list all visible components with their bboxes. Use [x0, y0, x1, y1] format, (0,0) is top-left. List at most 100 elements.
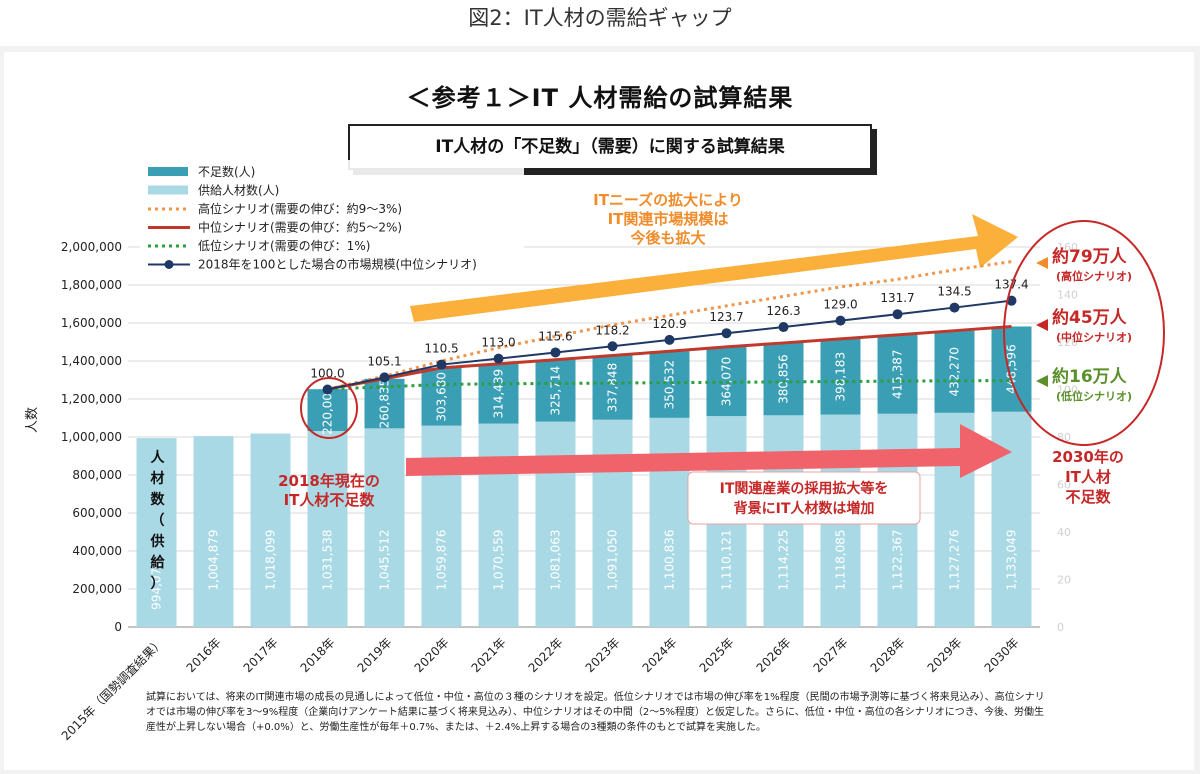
secondary-y-tick-label: 40	[1057, 526, 1071, 539]
shortage-bar	[592, 355, 633, 420]
chart-title: ＜参考１＞IT 人材需給の試算結果	[406, 84, 794, 112]
x-category-label: 2021年	[469, 635, 509, 675]
x-category-label: 2020年	[412, 635, 452, 675]
y-tick-label: 0	[114, 620, 122, 634]
market-index-point	[436, 359, 447, 370]
market-index-point	[550, 347, 561, 358]
market-index-label: 126.3	[766, 304, 800, 318]
supply-value-label: 1,018,099	[264, 529, 278, 590]
supply-value-label: 1,110,121	[720, 529, 734, 590]
secondary-y-tick-label: 140	[1057, 289, 1078, 302]
low-pointer-icon	[1036, 375, 1048, 387]
market-index-point	[493, 353, 504, 364]
shortage-value-label: 448,596	[1005, 344, 1019, 394]
supply-value-label: 1,031,538	[321, 529, 335, 590]
market-index-point	[721, 328, 732, 339]
legend-swatch	[148, 167, 188, 176]
x-category-label: 2030年	[982, 635, 1022, 675]
y-axis-label: 人数	[25, 407, 40, 433]
supply-value-label: 994,070	[150, 560, 164, 610]
x-category-label: 2025年	[697, 635, 737, 675]
shortage-bar	[649, 351, 690, 418]
supply-bar	[991, 411, 1032, 627]
shortage-2030-text: 2030年の	[1052, 448, 1124, 466]
shortage-value-label: 303,680	[435, 372, 449, 422]
low-scenario-tag: (低位シナリオ)	[1056, 389, 1132, 403]
market-index-label: 100.0	[310, 367, 344, 381]
supply-axis-label-char: 人	[151, 449, 166, 466]
shortage-bar	[535, 359, 576, 422]
legend-label: 中位シナリオ(需要の伸び：約5～2%)	[198, 220, 402, 235]
supply-value-label: 1,114,225	[777, 529, 791, 590]
y-tick-label: 1,800,000	[61, 278, 122, 292]
x-category-label: 2027年	[811, 635, 851, 675]
supply-bar	[478, 423, 519, 627]
x-category-label: 2026年	[754, 635, 794, 675]
supply-value-label: 1,070,559	[492, 529, 506, 590]
y-tick-label: 1,600,000	[61, 316, 122, 330]
shortage-value-label: 350,532	[663, 360, 677, 410]
mid-shortage-value: 約45万人	[1052, 307, 1128, 328]
supply-value-label: 1,081,063	[549, 529, 563, 590]
market-index-label: 120.9	[652, 317, 686, 331]
y-tick-label: 2,000,000	[61, 240, 122, 254]
y-tick-label: 800,000	[72, 468, 122, 482]
secondary-y-tick-label: 60	[1057, 479, 1071, 492]
x-category-label: 2018年	[298, 635, 338, 675]
supply-bar	[535, 421, 576, 627]
subtitle-text: IT人材の「不足数」（需要）に関する試算結果	[435, 137, 785, 157]
supply-axis-label-char: 給	[151, 554, 166, 571]
x-category-label: 2022年	[526, 635, 566, 675]
y-tick-label: 1,200,000	[61, 392, 122, 406]
x-category-label: 2023年	[583, 635, 623, 675]
supply-axis-label: 人材数 （ 供給 ）	[150, 449, 166, 592]
supply-axis-label-char: 数	[151, 491, 166, 508]
legend-swatch	[148, 185, 188, 195]
market-index-label: 131.7	[880, 291, 914, 305]
high-scenario-line	[327, 260, 1012, 391]
supply-axis-label-char: （	[151, 513, 165, 529]
market-index-point	[379, 372, 390, 383]
supply-bar	[364, 428, 405, 627]
shortage-value-label: 432,270	[948, 347, 962, 397]
shortage-2018-circle	[300, 377, 358, 439]
shortage-2030-text: IT人材	[1065, 468, 1111, 486]
legend-label: 供給人材数(人)	[198, 183, 279, 198]
shortage-value-label: 380,856	[777, 354, 791, 404]
mid-scenario-tag: (中位シナリオ)	[1056, 330, 1132, 344]
market-index-point	[607, 341, 618, 352]
market-index-label: 118.2	[595, 323, 629, 337]
y-tick-label: 600,000	[72, 506, 122, 520]
x-category-label: 2019年	[355, 635, 395, 675]
supply-bar	[592, 419, 633, 627]
x-category-label: 2029年	[925, 635, 965, 675]
high-shortage-value: 約79万人	[1052, 246, 1128, 267]
supply-value-label: 1,122,367	[891, 529, 905, 590]
market-index-label: 129.0	[823, 298, 857, 312]
shortage-2018-text: IT人材不足数	[284, 491, 376, 509]
x-category-label: 2017年	[241, 635, 281, 675]
y-tick-label: 1,000,000	[61, 430, 122, 444]
secondary-y-tick-label: 0	[1057, 621, 1064, 634]
orange-arrow-text: ITニーズの拡大により	[593, 191, 743, 209]
supply-value-label: 1,004,879	[207, 529, 221, 590]
secondary-y-tick-label: 160	[1057, 241, 1078, 254]
secondary-y-tick-label: 20	[1057, 574, 1071, 587]
orange-arrow-text: 今後も拡大	[629, 229, 705, 247]
orange-arrow-text: IT関連市場規模は	[608, 210, 729, 228]
shortage-value-label: 337,848	[606, 363, 620, 413]
shortage-bar	[478, 363, 519, 424]
y-tick-label: 1,400,000	[61, 354, 122, 368]
low-shortage-value: 約16万人	[1052, 366, 1128, 387]
x-category-label: 2016年	[184, 635, 224, 675]
y-tick-label: 400,000	[72, 544, 122, 558]
legend-label: 2018年を100とした場合の市場規模(中位シナリオ)	[198, 257, 477, 272]
high-scenario-tag: (高位シナリオ)	[1056, 269, 1132, 283]
x-category-label: 2024年	[640, 635, 680, 675]
shortage-2030-text: 不足数	[1065, 488, 1111, 506]
market-index-point	[778, 322, 789, 333]
shortage-bar	[820, 338, 861, 415]
supply-value-label: 1,059,876	[435, 529, 449, 590]
shortage-bar	[421, 367, 462, 426]
supply-bar	[649, 417, 690, 627]
